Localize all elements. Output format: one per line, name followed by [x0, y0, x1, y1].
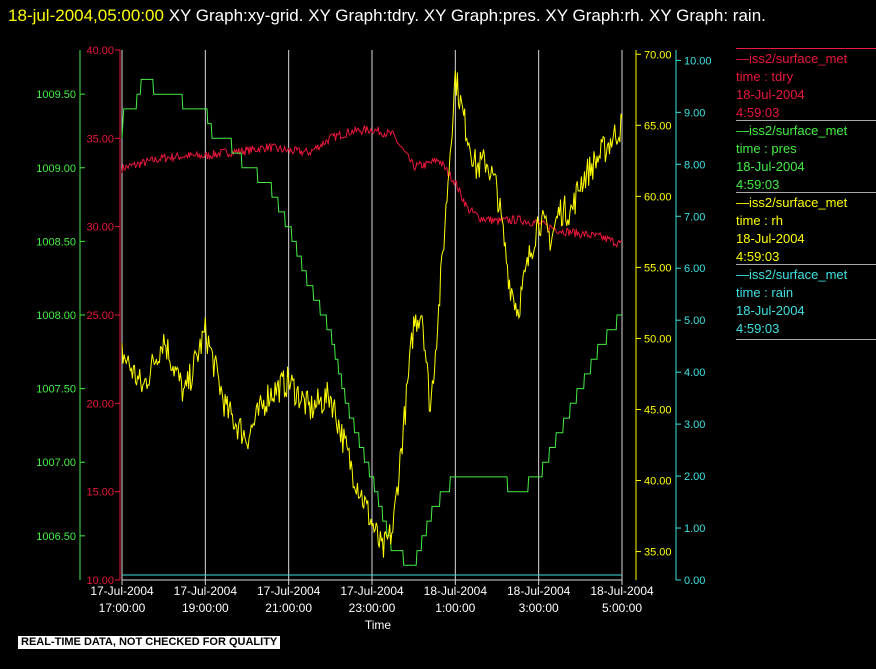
- x-tick-time: 23:00:00: [349, 601, 396, 615]
- x-tick-time: 17:00:00: [99, 601, 146, 615]
- x-tick-date: 17-Jul-2004: [174, 584, 238, 598]
- legend-tdry-date: 18-Jul-2004: [736, 87, 805, 102]
- rain-tick-label: 5.00: [684, 315, 705, 327]
- tdry-tick-label: 25.00: [86, 310, 114, 322]
- series-rh-line: [121, 70, 623, 558]
- legend-rh-var: time : rh: [736, 213, 783, 228]
- tdry-tick-label: 20.00: [86, 398, 114, 410]
- title-graph-list: XY Graph:xy-grid. XY Graph:tdry. XY Grap…: [163, 6, 766, 25]
- legend-pres-name: —iss2/surface_met: [736, 123, 848, 138]
- legend-pres-source: iss2/surface_met: [749, 123, 848, 138]
- rain-tick-label: 7.00: [684, 211, 705, 223]
- legend-rh-source: iss2/surface_met: [749, 195, 848, 210]
- pres-tick-label: 1008.50: [36, 236, 76, 248]
- legend-separator: [736, 192, 876, 193]
- rh-tick-label: 55.00: [644, 262, 672, 274]
- pres-tick-label: 1006.50: [36, 531, 76, 543]
- rain-tick-label: 4.00: [684, 367, 705, 379]
- rain-tick-label: 6.00: [684, 263, 705, 275]
- rain-tick-label: 10.00: [684, 55, 712, 67]
- tdry-tick-label: 40.00: [86, 45, 114, 57]
- pres-tick-label: 1007.00: [36, 457, 76, 469]
- rain-tick-label: 3.00: [684, 419, 705, 431]
- quality-disclaimer: REAL-TIME DATA, NOT CHECKED FOR QUALITY: [18, 636, 281, 649]
- rain-tick-label: 2.00: [684, 471, 705, 483]
- legend-rh-date: 18-Jul-2004: [736, 231, 805, 246]
- graph-title: 18-jul-2004,05:00:00 XY Graph:xy-grid. X…: [8, 2, 868, 30]
- legend-tdry: —iss2/surface_met time : tdry 18-Jul-200…: [736, 48, 876, 122]
- x-tick-date: 18-Jul-2004: [507, 584, 571, 598]
- legend-pres: —iss2/surface_met time : pres 18-Jul-200…: [736, 120, 876, 194]
- rh-tick-label: 35.00: [644, 547, 672, 559]
- rh-tick-label: 65.00: [644, 120, 672, 132]
- legend-pres-var: time : pres: [736, 141, 797, 156]
- x-tick-time: 21:00:00: [265, 601, 312, 615]
- pres-tick-label: 1008.00: [36, 310, 76, 322]
- legend-rain-source: iss2/surface_met: [749, 267, 848, 282]
- legend-separator: [736, 120, 876, 121]
- legend-rh: —iss2/surface_met time : rh 18-Jul-2004 …: [736, 192, 876, 266]
- series-tdry-line: [121, 124, 623, 249]
- tdry-tick-label: 15.00: [86, 487, 114, 499]
- rain-tick-label: 0.00: [684, 575, 705, 587]
- pres-tick-label: 1009.50: [36, 89, 76, 101]
- x-tick-date: 18-Jul-2004: [590, 584, 654, 598]
- x-tick-date: 17-Jul-2004: [257, 584, 321, 598]
- rh-tick-label: 40.00: [644, 476, 672, 488]
- pres-tick-label: 1007.50: [36, 384, 76, 396]
- legend-tdry-var: time : tdry: [736, 69, 794, 84]
- x-tick-date: 17-Jul-2004: [340, 584, 404, 598]
- pres-tick-label: 1009.00: [36, 163, 76, 175]
- legend-tdry-source: iss2/surface_met: [749, 51, 848, 66]
- legend-separator: [736, 339, 876, 340]
- rh-tick-label: 45.00: [644, 404, 672, 416]
- x-tick-time: 5:00:00: [602, 601, 642, 615]
- legend-rh-name: —iss2/surface_met: [736, 195, 848, 210]
- tdry-tick-label: 10.00: [86, 575, 114, 587]
- rain-tick-label: 1.00: [684, 523, 705, 535]
- legend-rain-var: time : rain: [736, 285, 794, 300]
- legend-rain-time: 4:59:03: [736, 321, 780, 336]
- legend-pres-date: 18-Jul-2004: [736, 159, 805, 174]
- rain-tick-label: 8.00: [684, 159, 705, 171]
- legend-tdry-name: —iss2/surface_met: [736, 51, 848, 66]
- legend-separator: [736, 264, 876, 265]
- x-tick-date: 18-Jul-2004: [424, 584, 488, 598]
- x-tick-time: 1:00:00: [435, 601, 475, 615]
- rh-tick-label: 60.00: [644, 191, 672, 203]
- title-timestamp: 18-jul-2004,05:00:00: [8, 6, 164, 25]
- legend-rain-name: —iss2/surface_met: [736, 267, 848, 282]
- series-pres-line: [121, 78, 622, 566]
- legend-pres-time: 4:59:03: [736, 177, 780, 192]
- legend-rain: —iss2/surface_met time : rain 18-Jul-200…: [736, 264, 876, 341]
- legend-rain-date: 18-Jul-2004: [736, 303, 805, 318]
- legend-separator: [736, 48, 876, 49]
- tdry-tick-label: 35.00: [86, 133, 114, 145]
- legend-rh-time: 4:59:03: [736, 249, 780, 264]
- legend-tdry-time: 4:59:03: [736, 105, 780, 120]
- rh-tick-label: 70.00: [644, 49, 672, 61]
- rain-tick-label: 9.00: [684, 107, 705, 119]
- x-tick-time: 3:00:00: [519, 601, 559, 615]
- x-tick-time: 19:00:00: [182, 601, 229, 615]
- rh-tick-label: 50.00: [644, 333, 672, 345]
- x-axis-label: Time: [365, 618, 392, 632]
- x-tick-date: 17-Jul-2004: [90, 584, 154, 598]
- tdry-tick-label: 30.00: [86, 222, 114, 234]
